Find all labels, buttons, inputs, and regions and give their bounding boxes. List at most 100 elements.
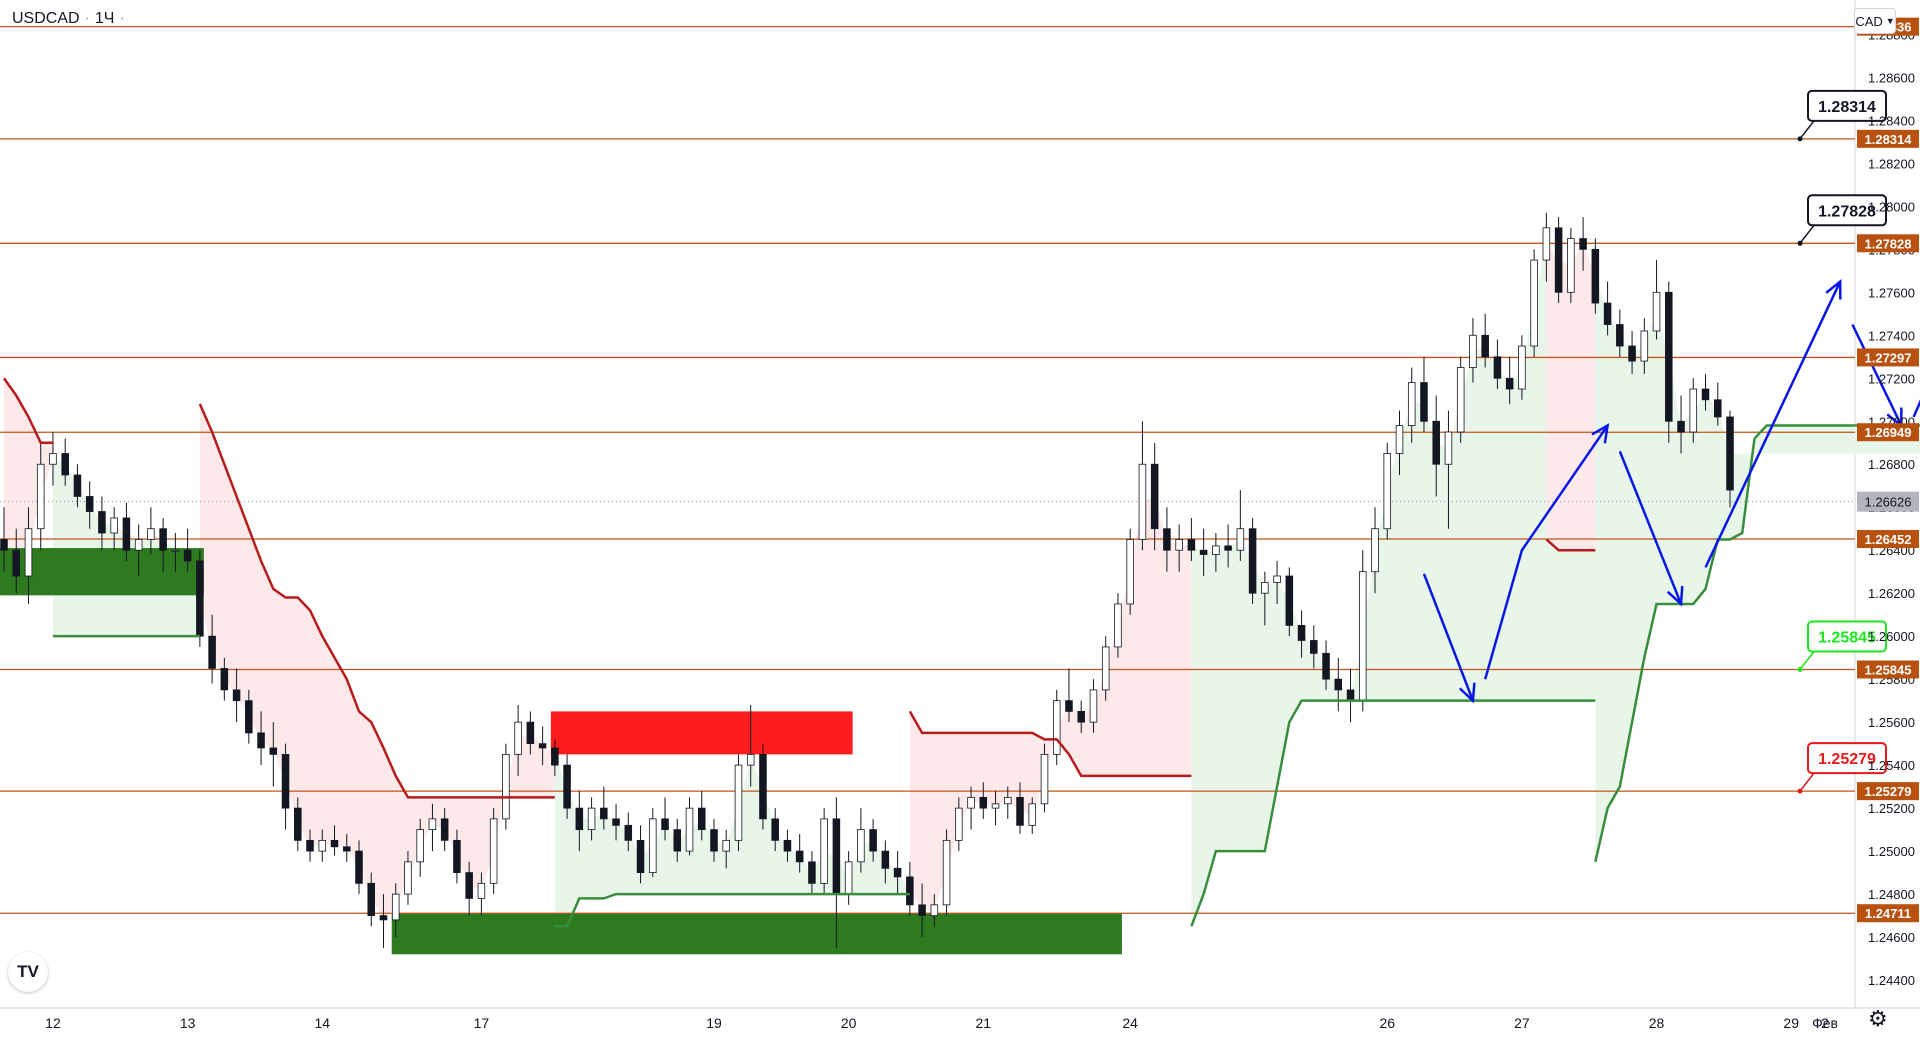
candle [551, 739, 559, 776]
candle [1089, 679, 1098, 733]
candle [1383, 442, 1392, 540]
x-tick-label: 13 [180, 1015, 196, 1031]
candle-body [1175, 539, 1183, 551]
candle-body [661, 818, 669, 831]
candle-body [1567, 238, 1575, 293]
level-price-tag: 1.25279 [1857, 782, 1919, 801]
callout-box [1807, 620, 1887, 653]
candle [1187, 517, 1196, 561]
callout-anchor [1797, 240, 1803, 246]
x-tick-label: 19 [706, 1015, 722, 1031]
supertrend-line-down [908, 710, 1192, 778]
gear-icon[interactable]: ⚙ [1868, 1006, 1888, 1031]
candle [208, 614, 216, 684]
level-price-tag: 1.28314 [1857, 129, 1919, 148]
arrow-path [1618, 450, 1683, 605]
candle [1701, 373, 1710, 411]
candle [955, 797, 963, 852]
y-tick-label: 1.28400 [1868, 113, 1915, 128]
candle-body [196, 560, 204, 637]
candle-body [538, 743, 547, 749]
y-tick-label: 1.24600 [1868, 930, 1915, 945]
candle-body [624, 824, 633, 841]
candle [942, 829, 951, 916]
x-tick-label: 14 [314, 1015, 330, 1031]
candle-body [1444, 431, 1453, 465]
arrow-path [1483, 424, 1609, 680]
candle [110, 507, 118, 551]
candle [1407, 367, 1416, 443]
candle-body [1518, 345, 1526, 390]
candle-body [1640, 330, 1649, 362]
y-tick-label: 1.25000 [1868, 844, 1915, 859]
level-tag-bg [1857, 423, 1919, 442]
demand-zone [0, 548, 204, 596]
callout-box [1807, 742, 1887, 775]
candle [36, 442, 45, 551]
callout-target: 1.28314 [1797, 89, 1887, 142]
candle [73, 464, 82, 508]
callout-label: 1.25279 [1818, 751, 1876, 768]
candle [85, 481, 94, 529]
candle [318, 829, 327, 862]
price-axis [1855, 0, 1920, 1042]
candle [771, 808, 779, 852]
candle-body [85, 496, 94, 512]
callout-anchor [1797, 666, 1803, 672]
candle-body [551, 747, 559, 766]
candle-body [416, 829, 424, 863]
candle-body [1273, 575, 1281, 583]
candle-body [1199, 549, 1208, 555]
candle [1040, 743, 1049, 813]
candle [795, 833, 804, 873]
candle [918, 883, 926, 938]
candle-body [183, 549, 192, 562]
currency-button[interactable]: CAD ▼ [1854, 8, 1896, 34]
candle-body [526, 721, 535, 745]
arrow-head [1591, 423, 1610, 444]
symbol-header[interactable]: USDCAD · 1Ч · [12, 10, 125, 27]
x-tick-label: 26 [1379, 1015, 1395, 1031]
tradingview-logo-icon[interactable]: TV [8, 952, 48, 992]
candle [1726, 410, 1734, 508]
logo-text: TV [17, 962, 39, 981]
y-tick-label: 1.25400 [1868, 758, 1915, 773]
candle-body [1028, 803, 1037, 826]
candle-body [991, 803, 1000, 809]
candle-body [1701, 388, 1710, 401]
level-price-tag: 1.26452 [1857, 530, 1919, 549]
candle-body [869, 829, 877, 852]
candle-body [1297, 625, 1306, 641]
candle [1236, 490, 1245, 561]
level-tag-bg [1857, 234, 1919, 253]
candle [1469, 318, 1477, 383]
candle [1334, 657, 1343, 712]
candle-body [257, 732, 265, 749]
level-tag-label: 1.26949 [1865, 425, 1912, 440]
candle [379, 894, 388, 948]
candle [1591, 238, 1600, 314]
level-tag-bg [1857, 129, 1919, 148]
candle [685, 797, 694, 856]
candle [930, 894, 939, 927]
level-tag-bg [1857, 782, 1919, 801]
candle-body [1407, 382, 1416, 426]
candle [893, 851, 902, 895]
candle-body [1383, 453, 1392, 530]
y-tick-label: 1.27600 [1868, 285, 1915, 300]
candle-body [820, 818, 828, 884]
candle-body [134, 539, 143, 551]
candle [1212, 533, 1220, 572]
candle-body [391, 893, 400, 921]
candle [906, 861, 914, 916]
candle [477, 872, 486, 916]
candle [1530, 249, 1538, 357]
candle [1199, 528, 1208, 576]
candle-body [36, 463, 45, 530]
supertrend-line-up [1594, 438, 1756, 863]
candle [61, 438, 69, 486]
candle-body [1542, 227, 1551, 261]
arrow-path [1704, 281, 1842, 568]
